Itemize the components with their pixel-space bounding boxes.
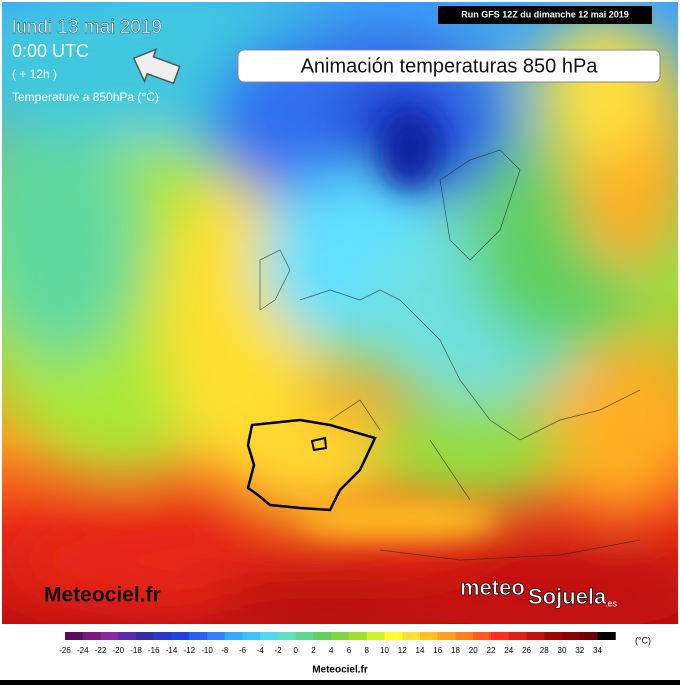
colorbar-tick-label: 4	[329, 646, 334, 655]
colorbar-swatch	[402, 632, 421, 640]
colorbar-tick-label: -14	[166, 646, 178, 655]
colorbar-tick-label: 22	[487, 646, 496, 655]
colorbar-tick-label: 8	[365, 646, 370, 655]
sojuela-meteo: meteo	[460, 575, 525, 600]
colorbar-swatch	[65, 632, 84, 640]
colorbar-tick-label: -4	[257, 646, 265, 655]
colorbar-tick-label: 18	[451, 646, 460, 655]
colorbar-tick-label: 0	[294, 646, 299, 655]
colorbar-swatch	[349, 632, 368, 640]
colorbar-swatch	[384, 632, 403, 640]
colorbar-tick-label: -2	[274, 646, 282, 655]
colorbar-swatch	[366, 632, 385, 640]
colorbar-tick-label: -24	[77, 646, 89, 655]
colorbar-tick-label: 2	[311, 646, 316, 655]
colorbar-swatch	[313, 632, 332, 640]
colorbar-tick-label: 14	[416, 646, 425, 655]
colorbar-tick-label: 24	[504, 646, 513, 655]
colorbar-tick-label: -22	[95, 646, 107, 655]
colorbar-tick-label: 28	[540, 646, 549, 655]
colorbar-swatch	[508, 632, 527, 640]
colorbar-swatch	[224, 632, 243, 640]
colorbar-tick-label: 12	[398, 646, 407, 655]
colorbar-swatch	[189, 632, 208, 640]
colorbar-swatch	[82, 632, 101, 640]
colorbar-swatch	[207, 632, 226, 640]
colorbar-tick-label: -26	[59, 646, 71, 655]
colorbar-swatch	[420, 632, 439, 640]
colorbar-tick-label: -10	[201, 646, 213, 655]
colorbar-tick-label: -20	[112, 646, 124, 655]
colorbar-swatch	[455, 632, 474, 640]
run-info: Run GFS 12Z du dimanche 12 mai 2019	[461, 9, 629, 19]
colorbar-swatch	[526, 632, 545, 640]
sojuela-tld: .es	[605, 598, 618, 608]
colorbar-tick-label: 16	[433, 646, 442, 655]
colorbar-swatch	[295, 632, 314, 640]
colorbar-swatch	[242, 632, 261, 640]
colorbar-swatch	[579, 632, 598, 640]
colorbar-swatch	[562, 632, 581, 640]
colorbar-tick-label: -8	[221, 646, 229, 655]
colorbar-swatch	[118, 632, 137, 640]
variable: Temperature a 850hPa (°C)	[12, 90, 159, 104]
colorbar-tick-label: -18	[130, 646, 142, 655]
meteociel-logo: Meteociel.fr	[44, 584, 161, 607]
banner: Animación temperaturas 850 hPa	[301, 55, 599, 77]
banner-box	[237, 49, 661, 83]
colorbar-swatch	[171, 632, 190, 640]
sojuela-name: Sojuela	[528, 584, 607, 609]
colorbar-tick-label: 34	[593, 646, 602, 655]
legend-unit: (°C)	[635, 635, 651, 645]
run-box	[438, 6, 652, 24]
colorbar-swatch	[473, 632, 492, 640]
colorbar-tick-label: 26	[522, 646, 531, 655]
time: 0:00 UTC	[12, 41, 89, 61]
colorbar-swatch	[331, 632, 350, 640]
colorbar-tick-label: -6	[239, 646, 247, 655]
colorbar-swatch	[100, 632, 119, 640]
colorbar-tick-label: 32	[575, 646, 584, 655]
colorbar-swatch	[491, 632, 510, 640]
colorbar-swatch	[136, 632, 155, 640]
colorbar-swatch	[597, 632, 616, 640]
footer-source: Meteociel.fr	[312, 665, 368, 676]
colorbar-swatch	[278, 632, 297, 640]
colorbar-swatch	[544, 632, 563, 640]
colorbar-tick-label: 10	[380, 646, 389, 655]
colorbar-tick-label: 6	[347, 646, 352, 655]
colorbar-swatch	[437, 632, 456, 640]
colorbar-tick-label: -12	[183, 646, 195, 655]
date: lundi 13 mai 2019	[12, 17, 162, 38]
colorbar-tick-label: -16	[148, 646, 160, 655]
colorbar-tick-label: 30	[558, 646, 567, 655]
colorbar-swatch	[260, 632, 279, 640]
offset: ( + 12h )	[12, 67, 57, 81]
colorbar-tick-label: 20	[469, 646, 478, 655]
colorbar-swatch	[153, 632, 172, 640]
colorbar: -26 -24 -22 -20 -18 -16 -14 -12 -10 -8 -6 -4 -2 0 2 4 6 8…	[59, 632, 616, 655]
